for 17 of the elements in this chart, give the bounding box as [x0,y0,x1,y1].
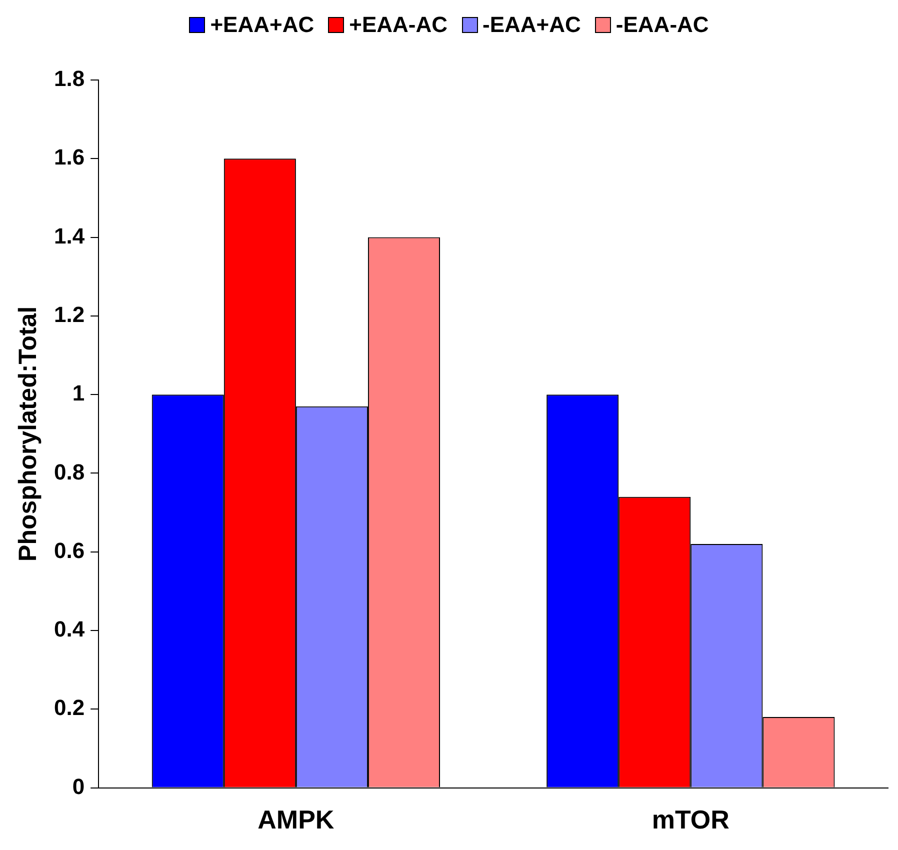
y-tick-label: 1 [72,380,85,406]
y-tick-label: 1.8 [54,66,85,92]
y-tick-label: 1.2 [54,302,85,327]
y-tick-label: 1.6 [54,144,85,170]
legend-label: -EAA-AC [616,12,709,38]
legend-label: -EAA+AC [482,12,581,38]
legend-label: +EAA+AC [210,12,314,38]
y-tick-label: 0.6 [54,538,85,563]
y-tick-label: 0 [72,774,85,799]
y-tick-label: 1.4 [54,223,86,248]
legend-label: +EAA-AC [349,12,448,38]
y-tick-label: 0.2 [54,695,85,720]
x-tick-label: mTOR [652,804,730,835]
y-axis-title: Phosphorylated:Total [14,306,42,562]
y-tick-label: 0.4 [54,616,86,642]
x-tick-label: AMPK [258,804,334,835]
y-tick-label: 0.8 [54,459,85,484]
